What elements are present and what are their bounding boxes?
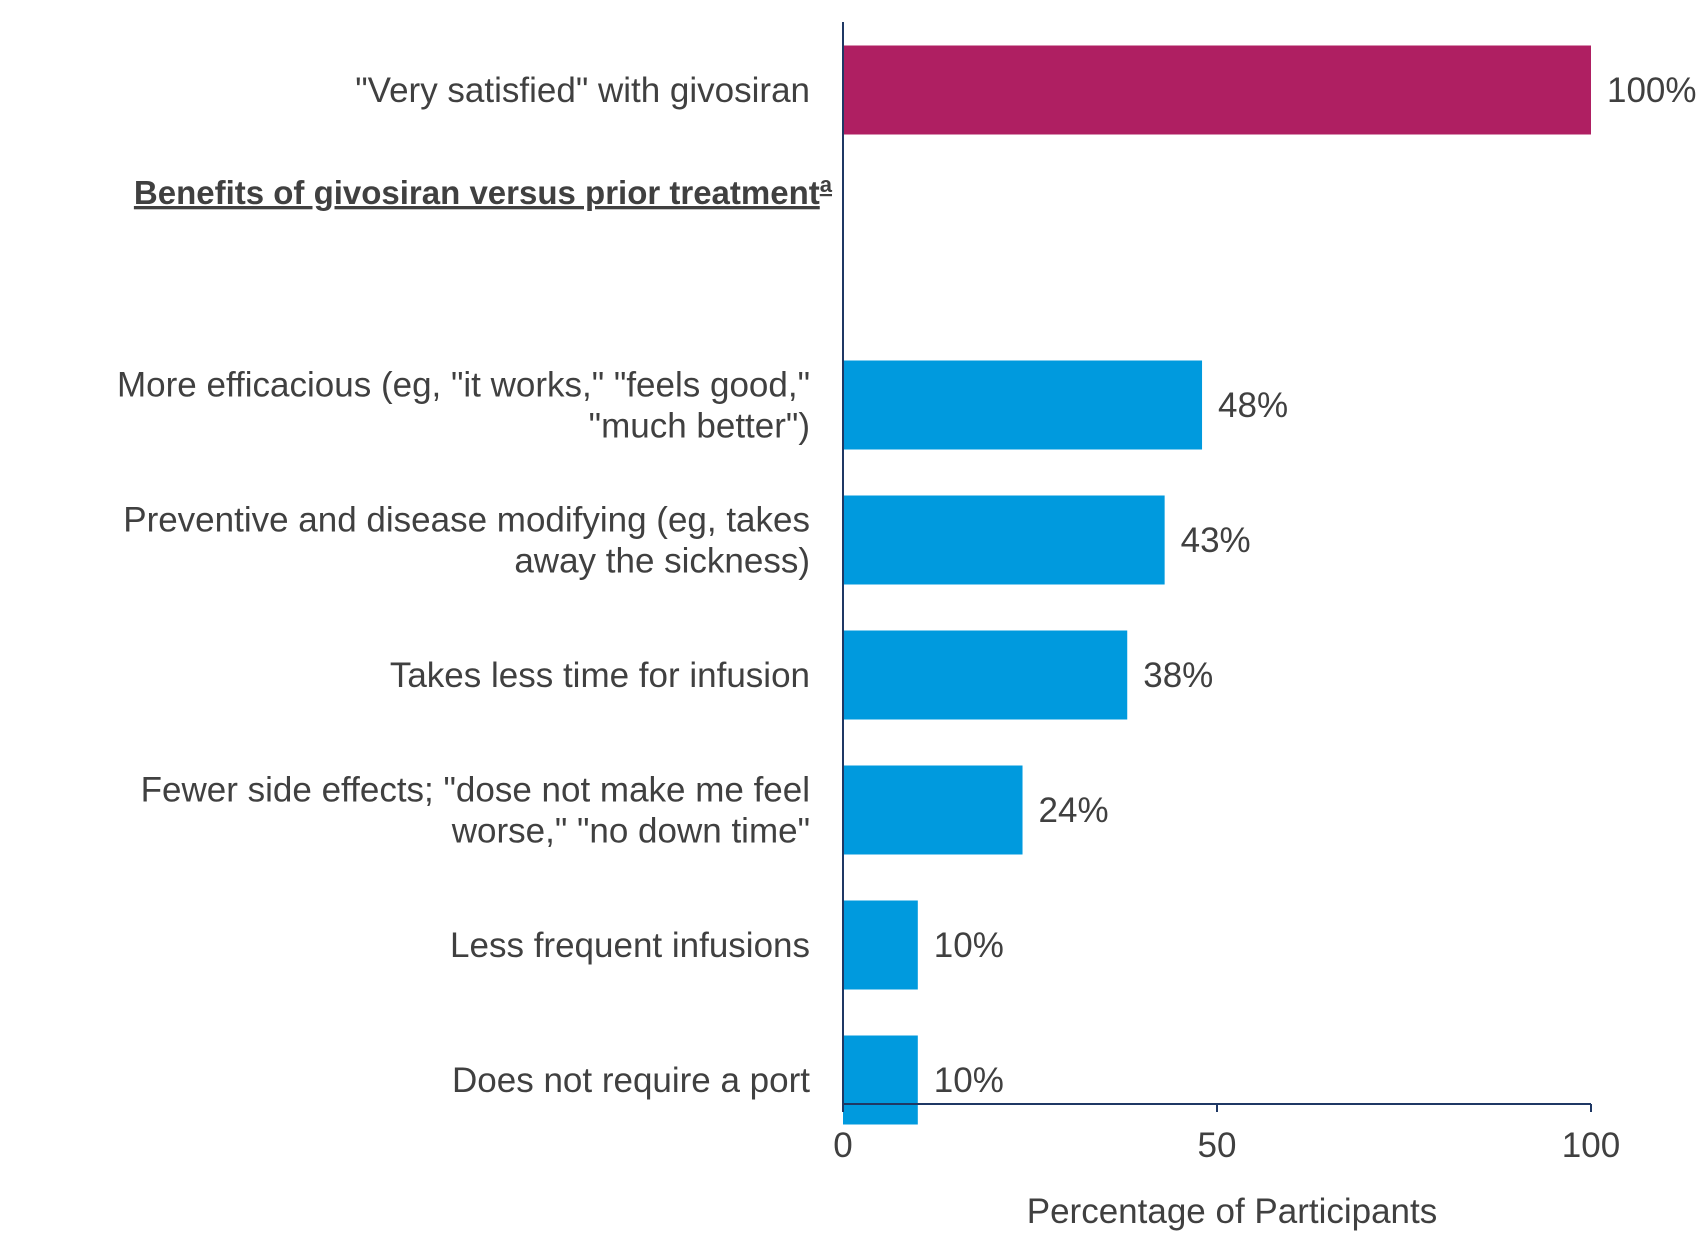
category-label-line: More efficacious (eg, "it works," "feels… (117, 366, 810, 405)
x-tick-label-50: 50 (1198, 1126, 1237, 1165)
value-label-5: 24% (1039, 791, 1109, 830)
bar-4 (843, 630, 1128, 720)
x-axis: 0 50 100 (833, 22, 1620, 1165)
section-heading: Benefits of givosiran versus prior treat… (134, 172, 833, 211)
category-label-6: Less frequent infusions (450, 926, 810, 965)
category-label-line: Does not require a port (452, 1061, 810, 1100)
category-label-2: More efficacious (eg, "it works," "feels… (117, 366, 810, 446)
category-label-line: Fewer side effects; "dose not make me fe… (141, 771, 810, 810)
category-label-line: Takes less time for infusion (390, 656, 810, 695)
category-label-1: "Very satisfied" with givosiran (355, 71, 810, 110)
category-label-line: worse," "no down time" (451, 812, 810, 851)
category-label-line: away the sickness) (514, 542, 810, 581)
x-tick-label-0: 0 (833, 1126, 852, 1165)
value-label-4: 38% (1143, 656, 1213, 695)
category-label-line: Less frequent infusions (450, 926, 810, 965)
value-label-6: 10% (934, 926, 1004, 965)
section-heading-text: Benefits of givosiran versus prior treat… (134, 174, 820, 211)
category-label-5: Fewer side effects; "dose not make me fe… (141, 771, 810, 851)
bar-1 (843, 45, 1591, 135)
bar-2 (843, 360, 1203, 450)
bar-3 (843, 495, 1165, 585)
category-label-line: Preventive and disease modifying (eg, ta… (123, 501, 810, 540)
bars-layer (843, 45, 1591, 1125)
category-label-line: "Very satisfied" with givosiran (355, 71, 810, 110)
value-label-3: 43% (1181, 521, 1251, 560)
category-label-3: Preventive and disease modifying (eg, ta… (123, 501, 810, 581)
value-label-7: 10% (934, 1061, 1004, 1100)
bar-7 (843, 1035, 918, 1125)
category-label-7: Does not require a port (452, 1061, 810, 1100)
x-axis-title: Percentage of Participants (1027, 1192, 1438, 1231)
section-heading-superscript: a (820, 172, 833, 197)
category-label-line: "much better") (589, 407, 810, 446)
x-tick-label-100: 100 (1562, 1126, 1620, 1165)
value-label-1: 100% (1607, 71, 1697, 110)
category-label-4: Takes less time for infusion (390, 656, 810, 695)
value-label-2: 48% (1218, 386, 1288, 425)
bar-5 (843, 765, 1023, 855)
category-labels-layer: 100% "Very satisfied" with givosiran 48% Mo… (117, 71, 1697, 1100)
bar-6 (843, 900, 918, 990)
